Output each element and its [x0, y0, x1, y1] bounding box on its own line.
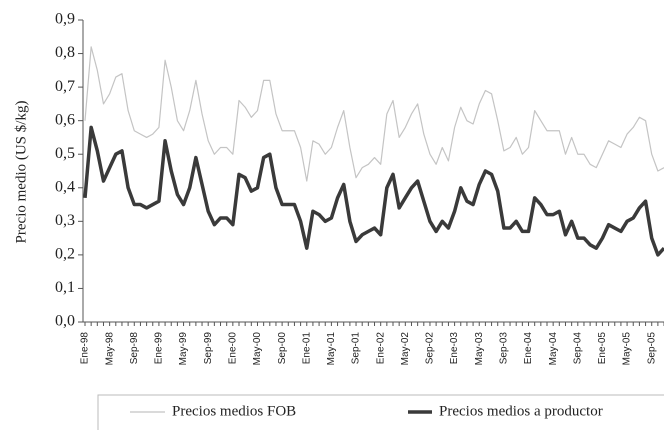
- x-tick-label: Sep-05: [646, 332, 657, 365]
- x-tick-label: Ene-04: [523, 332, 534, 365]
- x-tick-label: Ene-98: [80, 332, 91, 365]
- x-tick-label: May-03: [474, 332, 485, 366]
- y-axis-label: Precio medio (US $/kg): [13, 101, 29, 244]
- y-tick-label: 0,1: [55, 279, 75, 296]
- x-tick-label: Ene-02: [375, 332, 386, 365]
- x-tick-label: Sep-02: [425, 332, 436, 365]
- x-tick-label: May-05: [622, 332, 633, 366]
- x-tick-label: Sep-03: [499, 332, 510, 365]
- legend-label: Precios medios a productor: [439, 403, 603, 419]
- x-tick-label: May-04: [548, 332, 559, 366]
- x-tick-label: May-00: [252, 332, 263, 366]
- x-tick-label: Sep-00: [277, 332, 288, 365]
- x-tick-label: Sep-99: [203, 332, 214, 365]
- x-tick-label: May-01: [326, 332, 337, 366]
- x-tick-label: May-99: [178, 332, 189, 366]
- x-tick-label: Sep-01: [351, 332, 362, 365]
- x-tick-label: May-98: [104, 332, 115, 366]
- y-tick-label: 0,2: [55, 246, 75, 263]
- x-tick-label: Ene-00: [227, 332, 238, 365]
- y-tick-label: 0,7: [55, 78, 75, 95]
- y-tick-label: 0,3: [55, 212, 75, 229]
- legend-label: Precios medios FOB: [172, 403, 296, 419]
- y-tick-label: 0,0: [55, 313, 75, 330]
- x-tick-label: Sep-98: [129, 332, 140, 365]
- x-tick-label: Ene-01: [301, 332, 312, 365]
- x-tick-label: Ene-05: [597, 332, 608, 365]
- x-tick-label: May-02: [400, 332, 411, 366]
- y-tick-label: 0,6: [55, 111, 75, 128]
- series-line: [83, 125, 664, 257]
- y-tick-label: 0,5: [55, 145, 75, 162]
- x-tick-label: Sep-04: [572, 332, 583, 365]
- y-tick-label: 0,4: [55, 178, 75, 195]
- x-tick-label: Ene-99: [154, 332, 165, 365]
- x-tick-label: Ene-03: [449, 332, 460, 365]
- y-tick-label: 0,9: [55, 11, 75, 28]
- y-tick-label: 0,8: [55, 44, 75, 61]
- series-line: [84, 46, 664, 182]
- legend-box: [97, 394, 664, 430]
